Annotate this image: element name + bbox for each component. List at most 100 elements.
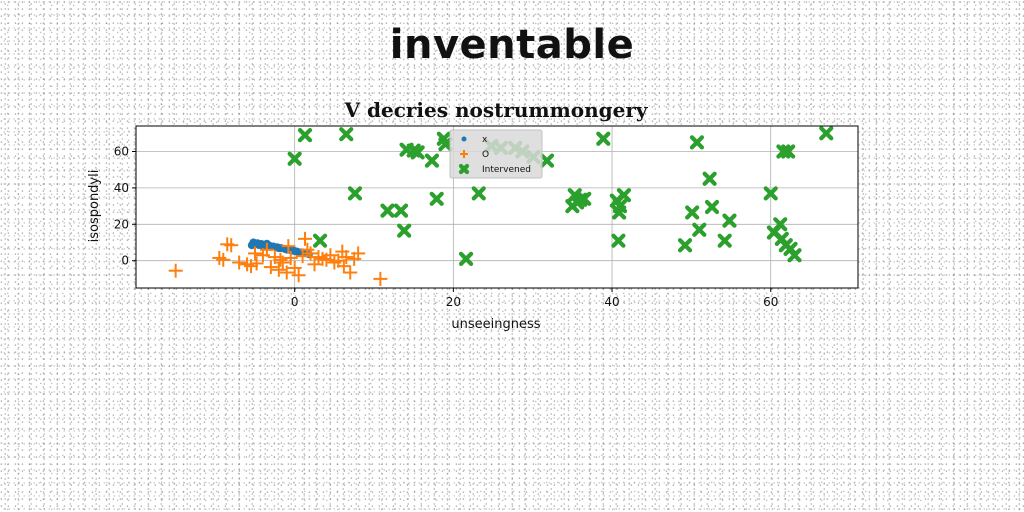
point-plus [343, 265, 358, 280]
point-x [692, 222, 707, 237]
marker-shape [685, 205, 700, 220]
y-tick-label: 0 [121, 254, 129, 268]
point-x [677, 238, 693, 253]
marker-shape [290, 247, 299, 256]
point-x [577, 191, 592, 206]
y-tick-label: 20 [114, 217, 129, 231]
legend-box [449, 129, 543, 179]
point-circle [247, 241, 256, 250]
point-x [539, 153, 555, 168]
marker-shape [410, 145, 425, 160]
point-x [410, 145, 425, 160]
chart-title: V decries nostrummongery [344, 98, 649, 122]
x-tick-label: 40 [604, 295, 619, 309]
marker-shape [611, 233, 626, 248]
marker-shape [312, 233, 328, 248]
marker-shape [596, 131, 611, 146]
series-o [168, 231, 388, 286]
point-plus [216, 252, 231, 267]
marker-shape [429, 191, 444, 206]
marker-shape [247, 241, 256, 250]
point-plus [275, 255, 290, 270]
marker-shape [287, 151, 302, 166]
point-plus [259, 242, 274, 257]
marker-shape [471, 186, 486, 201]
marker-shape [781, 144, 796, 159]
marker-shape [274, 244, 283, 253]
point-x [773, 217, 788, 232]
marker-shape [612, 198, 628, 214]
point-plus [297, 231, 312, 246]
point-x [612, 198, 628, 214]
point-plus [323, 248, 338, 263]
point-x [781, 144, 796, 159]
marker-shape [339, 127, 354, 142]
point-plus [300, 242, 315, 257]
point-plus [283, 250, 298, 265]
point-x [611, 233, 626, 248]
point-x [393, 203, 409, 218]
point-plus [273, 252, 288, 267]
y-axis-label: isospondyli [87, 170, 102, 243]
point-plus [279, 265, 294, 280]
x-tick-label: 60 [763, 295, 778, 309]
marker-shape [787, 248, 802, 263]
point-plus [307, 257, 322, 272]
point-plus [281, 239, 296, 254]
marker-shape [692, 222, 707, 237]
point-circle [274, 244, 283, 253]
point-x [702, 171, 717, 186]
marker-shape [819, 126, 834, 141]
point-plus [232, 255, 247, 270]
point-x [339, 127, 354, 142]
legend: xO Intervened [449, 129, 543, 179]
point-plus [373, 271, 388, 286]
marker-shape [689, 135, 705, 150]
y-tick-label: 40 [114, 181, 129, 195]
point-x [616, 188, 632, 203]
marker-shape [763, 186, 778, 201]
series-intervened [287, 126, 834, 266]
legend-label: Intervened [482, 165, 531, 175]
x-tick-label: 0 [291, 295, 299, 309]
marker-shape [458, 251, 474, 266]
point-plus [336, 259, 351, 274]
page-banner: inventable [389, 22, 635, 68]
marker-shape [393, 203, 409, 218]
point-plus [339, 250, 354, 265]
point-x [717, 233, 732, 248]
y-tick-label: 60 [114, 144, 129, 158]
legend-marker [458, 163, 470, 175]
point-x [722, 213, 737, 228]
point-x [347, 186, 363, 201]
point-x [424, 153, 440, 168]
point-plus [248, 246, 263, 261]
point-circle [290, 247, 299, 256]
marker-shape [577, 191, 592, 206]
marker-shape [717, 233, 732, 248]
point-x [689, 135, 705, 150]
marker-shape [297, 128, 313, 143]
marker-shape [438, 137, 453, 152]
point-x [596, 131, 611, 146]
point-plus [263, 260, 278, 275]
point-x [704, 199, 720, 215]
point-plus [249, 256, 264, 271]
marker-shape [677, 238, 693, 253]
marker-shape [702, 171, 717, 186]
point-plus [351, 246, 366, 261]
point-x [287, 151, 302, 166]
marker-shape [704, 199, 720, 215]
point-plus [303, 246, 318, 261]
marker-shape [458, 163, 470, 175]
x-tick-label: 20 [446, 295, 461, 309]
marker-shape [539, 153, 555, 168]
legend-marker [460, 150, 468, 158]
marker-shape [773, 217, 788, 232]
point-x [458, 251, 474, 266]
point-x [312, 233, 328, 248]
point-plus [291, 268, 306, 283]
plot-area: 0 20 40 60 0 20 40 60 xO Intervened [114, 125, 859, 309]
axes-frame [135, 125, 859, 289]
